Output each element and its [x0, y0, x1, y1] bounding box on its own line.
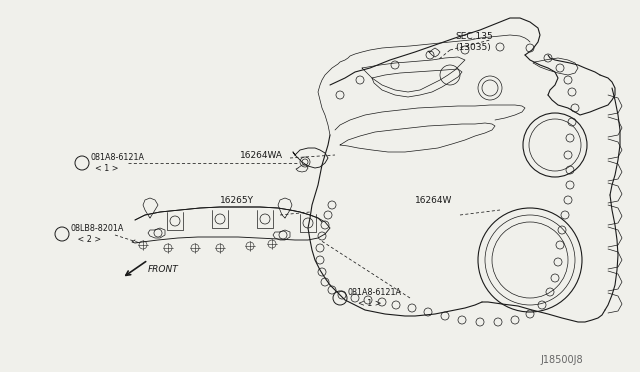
Text: 081A8-6121A
  < 1 >: 081A8-6121A < 1 > [90, 153, 144, 173]
Text: 16264W: 16264W [415, 196, 452, 205]
Text: 081A8-6121A
    < 1 >: 081A8-6121A < 1 > [348, 288, 402, 308]
Text: FRONT: FRONT [148, 266, 179, 275]
Text: 08LB8-8201A
   < 2 >: 08LB8-8201A < 2 > [70, 224, 124, 244]
Text: 16264WA: 16264WA [240, 151, 283, 160]
Text: 16265Y: 16265Y [220, 196, 254, 205]
Text: SEC.135
(13035): SEC.135 (13035) [455, 32, 493, 52]
Text: J18500J8: J18500J8 [540, 355, 582, 365]
